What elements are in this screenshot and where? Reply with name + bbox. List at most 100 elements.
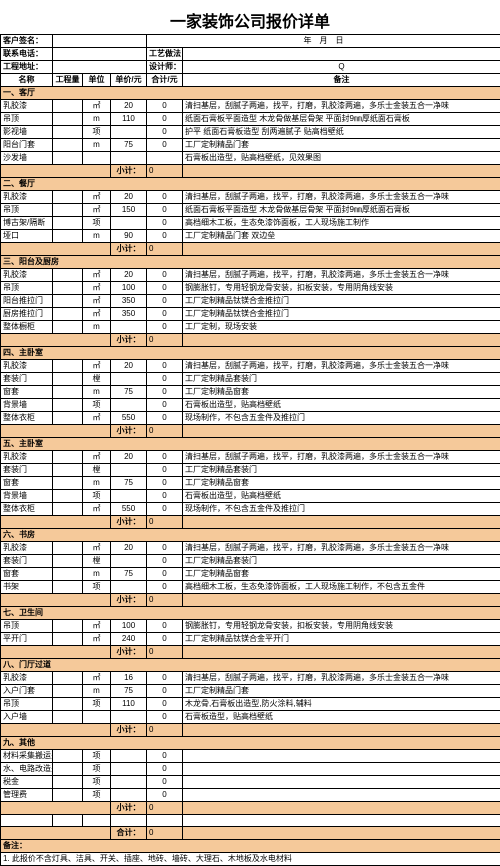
customer-value[interactable] <box>53 35 147 48</box>
item-qty[interactable] <box>53 776 83 789</box>
item-unit: 项 <box>83 698 111 711</box>
subtotal-value: 0 <box>147 802 183 815</box>
subtotal-label: 小计： <box>111 334 147 347</box>
item-qty[interactable] <box>53 763 83 776</box>
item-name: 博古架/隔断 <box>1 217 53 230</box>
item-unit: m <box>83 477 111 490</box>
item-remark <box>183 750 500 763</box>
item-unit: ㎡ <box>83 282 111 295</box>
section-header: 八、门厅过道 <box>1 659 500 672</box>
item-qty[interactable] <box>53 230 83 243</box>
item-qty[interactable] <box>53 633 83 646</box>
item-price: 20 <box>111 100 147 113</box>
item-unit: m <box>83 321 111 334</box>
item-remark: 工厂定制精品门套 双边垒 <box>183 230 500 243</box>
item-remark: 工厂定制精品窗套 <box>183 477 500 490</box>
item-unit: 项 <box>83 490 111 503</box>
item-qty[interactable] <box>53 789 83 802</box>
item-qty[interactable] <box>53 308 83 321</box>
item-name: 影视墙 <box>1 126 53 139</box>
item-remark: 清扫基层，刮腻子两遍，找平，打磨，乳胶漆两遍，多乐士金装五合一净味 <box>183 451 500 464</box>
item-name: 整体衣柜 <box>1 412 53 425</box>
item-qty[interactable] <box>53 542 83 555</box>
item-qty[interactable] <box>53 503 83 516</box>
item-qty[interactable] <box>53 399 83 412</box>
item-qty[interactable] <box>53 711 83 724</box>
total-value: 0 <box>147 827 183 840</box>
item-price <box>111 789 147 802</box>
item-qty[interactable] <box>53 386 83 399</box>
item-qty[interactable] <box>53 321 83 334</box>
item-qty[interactable] <box>53 477 83 490</box>
item-qty[interactable] <box>53 373 83 386</box>
item-total: 0 <box>147 100 183 113</box>
item-total: 0 <box>147 711 183 724</box>
item-qty[interactable] <box>53 672 83 685</box>
item-qty[interactable] <box>53 464 83 477</box>
item-total: 0 <box>147 568 183 581</box>
item-unit: ㎡ <box>83 100 111 113</box>
item-qty[interactable] <box>53 191 83 204</box>
phone-value[interactable] <box>53 48 147 61</box>
item-total: 0 <box>147 126 183 139</box>
item-name: 整体橱柜 <box>1 321 53 334</box>
customer-label: 客户签名： <box>1 35 53 48</box>
section-header: 六、书房 <box>1 529 500 542</box>
item-price: 550 <box>111 503 147 516</box>
item-qty[interactable] <box>53 360 83 373</box>
section-header: 三、阳台及厨房 <box>1 256 500 269</box>
item-remark: 纸面石膏板平面造型 木龙骨做基层骨架 平面封9㎜厚纸面石膏板 <box>183 113 500 126</box>
section-header: 四、主卧室 <box>1 347 500 360</box>
item-qty[interactable] <box>53 100 83 113</box>
item-qty[interactable] <box>53 620 83 633</box>
item-remark: 工厂定制精品门套 <box>183 139 500 152</box>
item-qty[interactable] <box>53 269 83 282</box>
item-price: 75 <box>111 685 147 698</box>
item-remark: 清扫基层，刮腻子两遍，找平，打磨，乳胶漆两遍，多乐士金装五合一净味 <box>183 191 500 204</box>
item-qty[interactable] <box>53 126 83 139</box>
item-remark: 工厂定制精品套装门 <box>183 555 500 568</box>
item-price: 16 <box>111 672 147 685</box>
item-total: 0 <box>147 776 183 789</box>
item-remark <box>183 789 500 802</box>
item-qty[interactable] <box>53 555 83 568</box>
item-remark: 工厂定制精品钛镁合金平开门 <box>183 633 500 646</box>
item-price <box>111 490 147 503</box>
item-qty[interactable] <box>53 295 83 308</box>
item-qty[interactable] <box>53 152 83 165</box>
item-price: 240 <box>111 633 147 646</box>
item-name: 书架 <box>1 581 53 594</box>
item-qty[interactable] <box>53 139 83 152</box>
item-qty[interactable] <box>53 451 83 464</box>
item-qty[interactable] <box>53 750 83 763</box>
item-qty[interactable] <box>53 204 83 217</box>
item-unit: ㎡ <box>83 191 111 204</box>
item-qty[interactable] <box>53 698 83 711</box>
item-remark: 现场制作，不包含五金件及推拉门 <box>183 503 500 516</box>
item-name: 垭口 <box>1 230 53 243</box>
item-qty[interactable] <box>53 217 83 230</box>
craft-value[interactable] <box>183 48 500 61</box>
item-name: 水、电路改造费 <box>1 763 53 776</box>
subtotal-label: 小计： <box>111 243 147 256</box>
item-qty[interactable] <box>53 581 83 594</box>
subtotal-label: 小计： <box>111 594 147 607</box>
item-qty[interactable] <box>53 282 83 295</box>
total-label: 合计： <box>111 827 147 840</box>
item-total: 0 <box>147 464 183 477</box>
item-name: 吊顶 <box>1 113 53 126</box>
item-price: 350 <box>111 295 147 308</box>
addr-value[interactable] <box>53 61 147 74</box>
item-price: 350 <box>111 308 147 321</box>
item-price: 75 <box>111 477 147 490</box>
item-price <box>111 399 147 412</box>
item-price: 90 <box>111 230 147 243</box>
col-name: 名称 <box>1 74 53 87</box>
item-qty[interactable] <box>53 113 83 126</box>
item-qty[interactable] <box>53 412 83 425</box>
item-qty[interactable] <box>53 568 83 581</box>
item-total: 0 <box>147 204 183 217</box>
item-qty[interactable] <box>53 685 83 698</box>
item-qty[interactable] <box>53 490 83 503</box>
subtotal-value: 0 <box>147 516 183 529</box>
